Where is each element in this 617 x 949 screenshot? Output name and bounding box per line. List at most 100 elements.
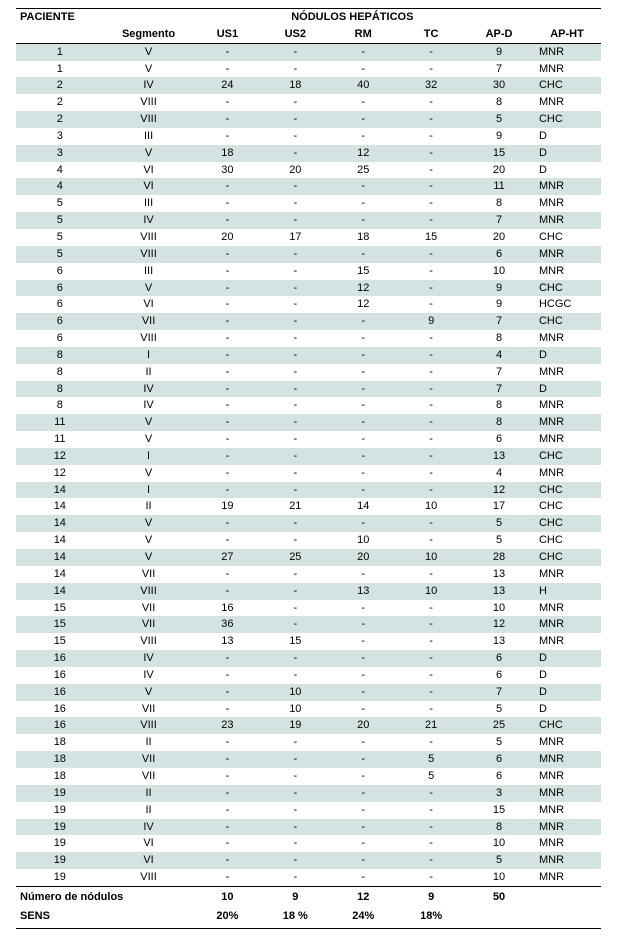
cell-paciente: 19 xyxy=(16,819,104,836)
cell-us2: - xyxy=(261,650,329,667)
cell-rm: 15 xyxy=(329,263,397,280)
cell-tc: - xyxy=(397,684,465,701)
cell-tc: - xyxy=(397,532,465,549)
cell-us1: - xyxy=(193,465,261,482)
cell-tc: 9 xyxy=(397,313,465,330)
table-row: 12I----13CHC xyxy=(16,448,601,465)
cell-apd: 6 xyxy=(465,667,533,684)
cell-paciente: 19 xyxy=(16,869,104,886)
cell-apd: 9 xyxy=(465,296,533,313)
cell-rm: - xyxy=(329,751,397,768)
cell-rm: - xyxy=(329,835,397,852)
cell-apd: 10 xyxy=(465,869,533,886)
cell-us1: 18 xyxy=(193,145,261,162)
cell-us1: - xyxy=(193,835,261,852)
table-row: 19VI----5MNR xyxy=(16,852,601,869)
cell-apd: 8 xyxy=(465,330,533,347)
cell-apht: D xyxy=(533,650,601,667)
cell-apht: MNR xyxy=(533,431,601,448)
cell-us2: 15 xyxy=(261,633,329,650)
cell-paciente: 3 xyxy=(16,145,104,162)
cell-tc: - xyxy=(397,448,465,465)
cell-rm: - xyxy=(329,869,397,886)
cell-rm: - xyxy=(329,397,397,414)
cell-apd: 3 xyxy=(465,785,533,802)
cell-us2: - xyxy=(261,414,329,431)
cell-us2: - xyxy=(261,667,329,684)
table-row: 14VII----13MNR xyxy=(16,566,601,583)
table-row: 8I----4D xyxy=(16,347,601,364)
cell-apht: MNR xyxy=(533,734,601,751)
cell-segmento: I xyxy=(104,347,194,364)
cell-rm: 14 xyxy=(329,498,397,515)
cell-rm: - xyxy=(329,768,397,785)
cell-rm: - xyxy=(329,381,397,398)
cell-us1: - xyxy=(193,785,261,802)
cell-apht: MNR xyxy=(533,751,601,768)
cell-paciente: 8 xyxy=(16,397,104,414)
cell-us1: - xyxy=(193,178,261,195)
cell-apd: 7 xyxy=(465,212,533,229)
cell-segmento: VII xyxy=(104,768,194,785)
cell-tc: 10 xyxy=(397,583,465,600)
cell-apht: CHC xyxy=(533,717,601,734)
cell-paciente: 16 xyxy=(16,667,104,684)
cell-apht: MNR xyxy=(533,633,601,650)
cell-segmento: V xyxy=(104,414,194,431)
cell-rm: - xyxy=(329,313,397,330)
cell-apd: 5 xyxy=(465,111,533,128)
col-paciente: PACIENTE xyxy=(16,9,104,26)
cell-apht: MNR xyxy=(533,94,601,111)
cell-apht: MNR xyxy=(533,43,601,60)
cell-apd: 30 xyxy=(465,77,533,94)
cell-rm: 12 xyxy=(329,296,397,313)
cell-tc: - xyxy=(397,616,465,633)
cell-segmento: V xyxy=(104,280,194,297)
table-row: 11V----6MNR xyxy=(16,431,601,448)
table-row: 5VIII----6MNR xyxy=(16,246,601,263)
cell-us2: - xyxy=(261,751,329,768)
cell-segmento: VIII xyxy=(104,330,194,347)
table-row: 18VII---56MNR xyxy=(16,751,601,768)
cell-rm: - xyxy=(329,515,397,532)
table-row: 1V----7MNR xyxy=(16,61,601,78)
cell-paciente: 4 xyxy=(16,162,104,179)
cell-paciente: 6 xyxy=(16,330,104,347)
table-head: PACIENTE NÓDULOS HEPÁTICOS Segmento US1 … xyxy=(16,9,601,44)
cell-us2: - xyxy=(261,482,329,499)
cell-apht: MNR xyxy=(533,566,601,583)
cell-tc: 32 xyxy=(397,77,465,94)
cell-segmento: VIII xyxy=(104,246,194,263)
cell-us1: - xyxy=(193,364,261,381)
cell-apht: MNR xyxy=(533,835,601,852)
cell-us1: 27 xyxy=(193,549,261,566)
cell-segmento: VIII xyxy=(104,583,194,600)
cell-apd: 25 xyxy=(465,717,533,734)
cell-rm: - xyxy=(329,330,397,347)
cell-paciente: 12 xyxy=(16,448,104,465)
cell-rm: - xyxy=(329,819,397,836)
cell-apd: 7 xyxy=(465,381,533,398)
cell-segmento: VI xyxy=(104,852,194,869)
cell-apd: 15 xyxy=(465,802,533,819)
cell-rm: 12 xyxy=(329,145,397,162)
cell-apd: 9 xyxy=(465,43,533,60)
cell-rm: - xyxy=(329,43,397,60)
table-row: 18VII---56MNR xyxy=(16,768,601,785)
cell-us2: - xyxy=(261,431,329,448)
cell-rm: - xyxy=(329,61,397,78)
cell-tc: - xyxy=(397,61,465,78)
cell-segmento: II xyxy=(104,734,194,751)
cell-rm: - xyxy=(329,616,397,633)
table-row: 11V----8MNR xyxy=(16,414,601,431)
cell-segmento: VIII xyxy=(104,869,194,886)
cell-paciente: 8 xyxy=(16,347,104,364)
cell-segmento: VI xyxy=(104,296,194,313)
cell-apd: 13 xyxy=(465,633,533,650)
cell-apd: 4 xyxy=(465,347,533,364)
cell-paciente: 15 xyxy=(16,600,104,617)
table-row: 8IV----7D xyxy=(16,381,601,398)
cell-us1: - xyxy=(193,296,261,313)
cell-paciente: 11 xyxy=(16,414,104,431)
cell-apht: MNR xyxy=(533,195,601,212)
